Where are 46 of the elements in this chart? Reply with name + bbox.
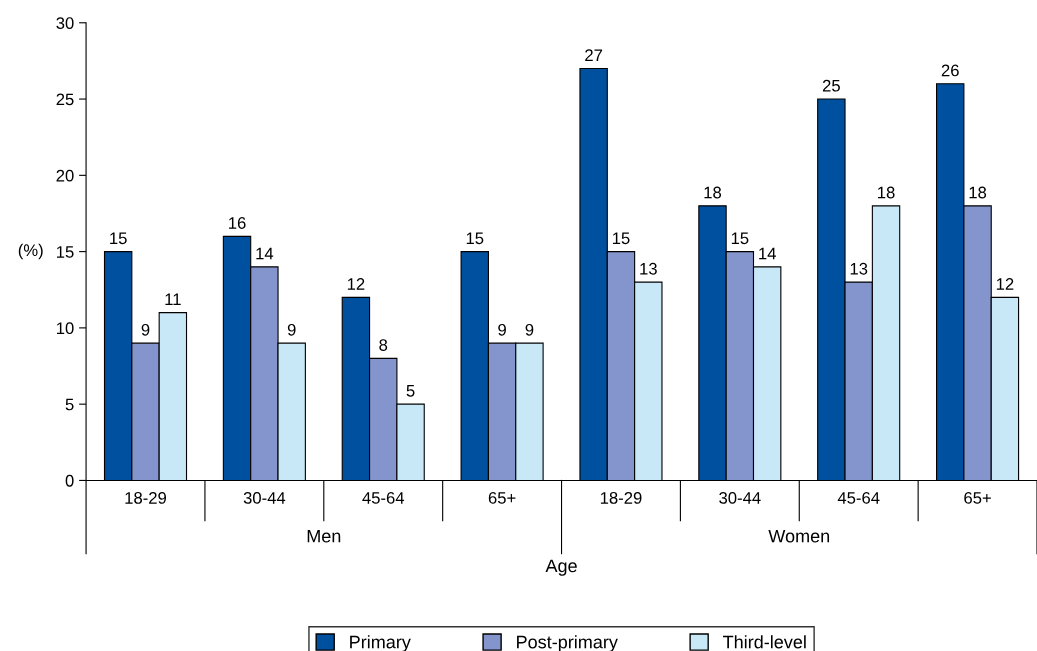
legend-label: Post-primary bbox=[517, 635, 618, 651]
data-label: 15 bbox=[731, 232, 749, 245]
x-tick-label: 30-44 bbox=[243, 491, 286, 504]
x-tick-label: 45-64 bbox=[362, 491, 405, 504]
data-label: 12 bbox=[347, 278, 365, 290]
data-label: 18 bbox=[704, 186, 722, 199]
data-label: 14 bbox=[256, 247, 274, 260]
y-tick-label: 25 bbox=[56, 93, 74, 106]
x-tick-label: 30-44 bbox=[719, 491, 761, 504]
legend-label: Third-level bbox=[723, 635, 806, 649]
legend-label: Primary bbox=[350, 635, 411, 651]
data-label: 15 bbox=[466, 232, 484, 245]
data-label: 15 bbox=[612, 232, 630, 245]
data-label: 8 bbox=[379, 339, 388, 351]
data-label: 27 bbox=[585, 49, 603, 61]
data-label: 18 bbox=[969, 186, 987, 199]
x-axis-title: Age bbox=[545, 559, 577, 576]
x-tick-label: 18-29 bbox=[600, 491, 642, 504]
data-label: 9 bbox=[525, 323, 534, 336]
y-tick-label: 0 bbox=[65, 474, 74, 487]
data-label: 9 bbox=[141, 323, 150, 336]
y-tick-label: 5 bbox=[65, 398, 74, 411]
data-label: 18 bbox=[878, 186, 895, 199]
y-tick-label: 20 bbox=[56, 169, 74, 182]
data-label: 25 bbox=[822, 79, 840, 92]
y-tick-label: 15 bbox=[57, 246, 74, 258]
x-tick-label: 45-64 bbox=[837, 491, 880, 504]
data-label: 13 bbox=[640, 262, 657, 275]
data-label: 9 bbox=[498, 323, 506, 336]
x-tick-label: 18-29 bbox=[125, 491, 167, 504]
x-tick-label: 65+ bbox=[964, 491, 991, 504]
y-tick-label: 30 bbox=[56, 17, 74, 29]
text: Men bbox=[307, 529, 341, 543]
y-tick-label: 10 bbox=[57, 322, 74, 335]
text: Women bbox=[768, 529, 830, 543]
data-label: 14 bbox=[759, 247, 776, 260]
data-label: 11 bbox=[165, 293, 181, 306]
data-label: 16 bbox=[229, 217, 246, 229]
x-tick-label: 65+ bbox=[488, 491, 516, 504]
data-label: 9 bbox=[287, 323, 296, 336]
data-label: 12 bbox=[996, 278, 1014, 290]
data-label: 5 bbox=[406, 385, 415, 397]
y-axis-title: (%) bbox=[18, 243, 43, 260]
data-label: 13 bbox=[850, 262, 868, 275]
data-label: 26 bbox=[941, 64, 959, 77]
data-label: 15 bbox=[110, 232, 127, 245]
